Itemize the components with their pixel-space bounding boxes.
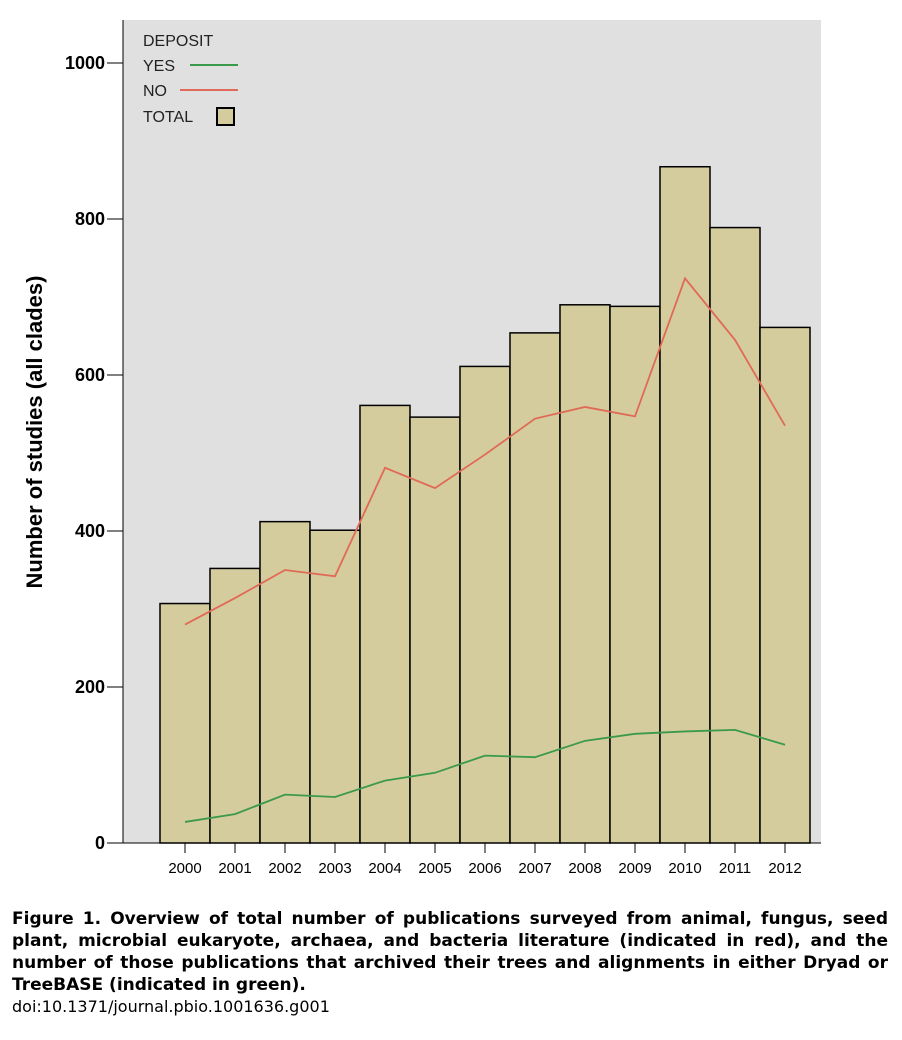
bar-total-2012	[759, 326, 811, 844]
legend: DEPOSIT YES NO TOTAL	[143, 33, 238, 126]
y-axis-label: Number of studies (all clades)	[22, 276, 47, 589]
y-axis: 0 200 400 600 800 1000	[65, 20, 124, 853]
bar-total-2010	[659, 165, 711, 844]
x-tick-label-2003: 2003	[318, 860, 351, 877]
x-tick-label-2000: 2000	[168, 860, 201, 877]
y-tick-label-0: 0	[95, 833, 105, 853]
bar-total-2002	[259, 520, 311, 844]
y-tick-label-600: 600	[75, 365, 105, 385]
x-tick-label-2005: 2005	[418, 860, 451, 877]
caption-text: Figure 1. Overview of total number of pu…	[12, 909, 888, 995]
x-tick-label-2002: 2002	[268, 860, 301, 877]
x-tick-label-2006: 2006	[468, 860, 501, 877]
bars-group	[159, 165, 811, 844]
bar-total-2011	[709, 226, 761, 844]
bar-total-2000	[159, 602, 211, 844]
y-tick-label-400: 400	[75, 521, 105, 541]
x-tick-label-2011: 2011	[719, 860, 751, 877]
y-tick-label-1000: 1000	[65, 53, 105, 73]
x-axis: 2000 2001 2002 2003 2004 2005 2006 2007 2008 2009…	[123, 842, 821, 877]
line-no	[184, 276, 786, 626]
legend-swatch-total	[216, 107, 235, 126]
legend-label-total: TOTAL	[143, 109, 193, 126]
bar-total-2001	[209, 567, 261, 844]
legend-label-yes: YES	[143, 58, 175, 75]
figure-caption: Figure 1. Overview of total number of pu…	[12, 908, 888, 1018]
x-tick-label-2008: 2008	[568, 860, 601, 877]
bar-total-2008	[559, 304, 611, 844]
legend-label-no: NO	[143, 83, 167, 100]
legend-title: DEPOSIT	[143, 33, 213, 50]
x-tick-label-2004: 2004	[368, 860, 401, 877]
x-tick-label-2012: 2012	[768, 860, 801, 877]
lines-group	[184, 276, 786, 823]
y-tick-label-200: 200	[75, 677, 105, 697]
y-tick-label-800: 800	[75, 209, 105, 229]
x-tick-label-2001: 2001	[218, 860, 251, 877]
bar-total-2009	[609, 305, 661, 844]
bar-total-2006	[459, 365, 511, 844]
bar-total-2007	[509, 332, 561, 844]
x-tick-label-2007: 2007	[518, 860, 551, 877]
x-tick-label-2010: 2010	[668, 860, 701, 877]
x-tick-label-2009: 2009	[618, 860, 651, 877]
caption-doi: doi:10.1371/journal.pbio.1001636.g001	[12, 997, 330, 1016]
line-yes	[184, 728, 786, 823]
